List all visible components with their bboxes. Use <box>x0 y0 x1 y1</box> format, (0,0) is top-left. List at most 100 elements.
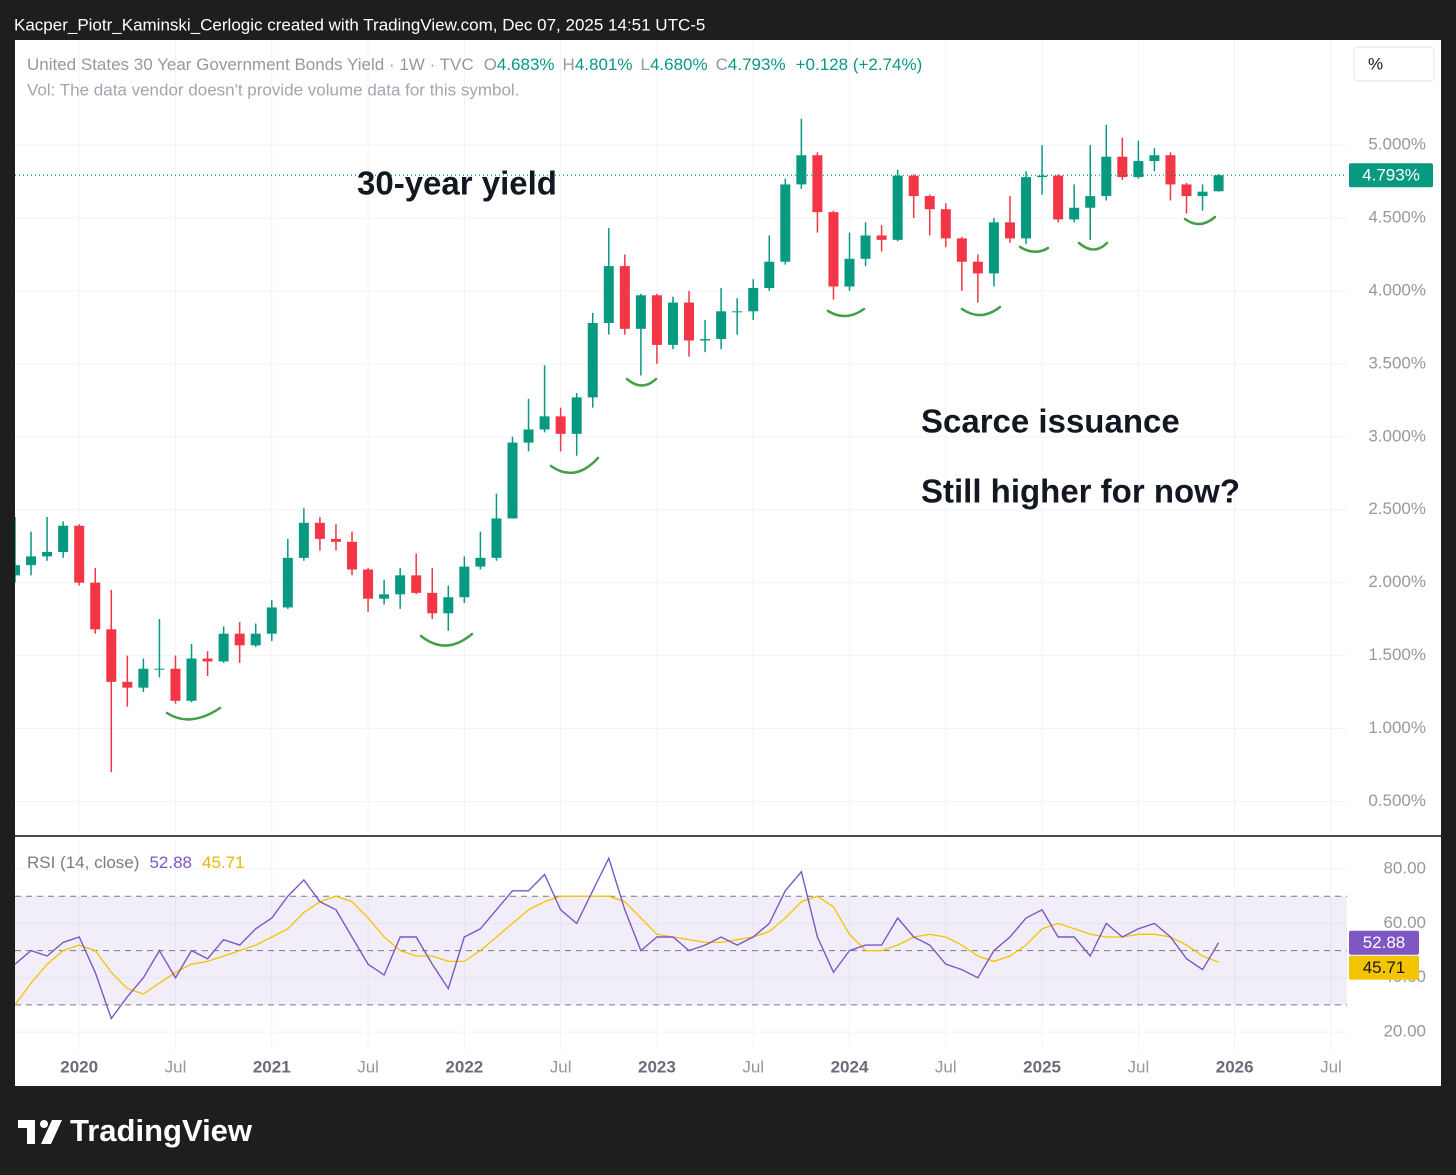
y-tick-label: 60.00 <box>1383 913 1426 932</box>
candle-body <box>379 594 390 599</box>
candle-body <box>732 311 743 313</box>
candle-body <box>266 607 277 634</box>
candle-body <box>1149 155 1160 162</box>
candle-body <box>1117 156 1128 178</box>
candle-body <box>475 557 486 567</box>
candle-body <box>507 442 518 519</box>
candle-body <box>651 295 662 345</box>
candle-body <box>716 311 727 340</box>
x-tick-label: Jul <box>1320 1057 1342 1076</box>
candle-body <box>74 525 85 583</box>
annotation: 30-year yield <box>357 165 557 202</box>
bottom-arc <box>419 632 474 647</box>
ohlc-key: L <box>641 55 650 74</box>
rsi-line <box>15 856 1220 1020</box>
rsi-badge <box>1349 955 1419 980</box>
x-tick-label: 2020 <box>60 1057 98 1076</box>
ohlc-key: C <box>716 55 728 74</box>
candle-body <box>555 416 566 434</box>
candle-body <box>314 522 325 539</box>
candle-body <box>764 261 775 288</box>
candle-body <box>186 658 197 701</box>
candle-body <box>1133 161 1144 178</box>
x-tick-label: Jul <box>1128 1057 1150 1076</box>
candle-body <box>1101 156 1112 197</box>
bottom-arc <box>1183 215 1217 226</box>
y-tick-label: 3.000% <box>1368 426 1426 445</box>
candle-body <box>1213 175 1224 192</box>
candle-body <box>780 184 791 262</box>
price-grid <box>15 40 1347 835</box>
ohlc-value: 4.680% <box>650 55 708 74</box>
scale-button[interactable] <box>1353 46 1435 82</box>
bottom-arc <box>1077 241 1109 251</box>
scale-button-label[interactable]: % <box>1368 54 1383 73</box>
rsi-title: RSI (14, close) <box>27 853 139 872</box>
y-tick-label: 5.000% <box>1368 135 1426 154</box>
bottom-arc <box>1018 245 1050 253</box>
footer-brand: TradingView <box>70 1113 253 1148</box>
footer-logo: TradingView <box>18 1113 253 1148</box>
y-tick-label: 4.500% <box>1368 207 1426 226</box>
logo-mark <box>40 1120 48 1128</box>
candle-body <box>1053 175 1064 220</box>
candle-body <box>748 287 759 312</box>
candle-body <box>106 629 117 682</box>
candle-body <box>908 175 919 197</box>
volume-note: Vol: The data vendor doesn't provide vol… <box>27 80 519 99</box>
candle-body <box>395 575 406 595</box>
candle-body <box>571 397 582 434</box>
candle-body <box>1037 175 1048 178</box>
x-tick-label: 2026 <box>1216 1057 1254 1076</box>
candle-body <box>443 597 454 614</box>
candle-body <box>170 668 181 701</box>
rsi-badge-label: 45.71 <box>1363 958 1406 977</box>
y-tick-label: 20.00 <box>1383 1022 1426 1041</box>
candle-body <box>26 556 37 566</box>
candle-body <box>796 155 807 185</box>
rsi-lines <box>15 856 1347 1020</box>
candle-body <box>812 155 823 213</box>
annotation: Still higher for now? <box>921 473 1240 510</box>
candle-body <box>218 633 229 662</box>
y-tick-label: 80.00 <box>1383 859 1426 878</box>
candle-body <box>138 668 149 688</box>
candle-body <box>363 569 374 599</box>
candle-body <box>972 261 983 274</box>
x-tick-label: 2025 <box>1023 1057 1061 1076</box>
candle-body <box>956 238 967 262</box>
bottom-arc <box>549 456 600 475</box>
candle-body <box>347 541 358 570</box>
ohlc-value: 4.683% <box>497 55 555 74</box>
bottom-arc <box>165 706 222 721</box>
ohlc-key: O <box>484 55 497 74</box>
candle-body <box>1181 184 1192 197</box>
candle-body <box>860 235 871 259</box>
candle-body <box>42 552 53 557</box>
rsi-value: 52.88 <box>149 853 192 872</box>
candle-body <box>603 266 614 323</box>
rsi-badge <box>1349 930 1419 955</box>
candle-body <box>491 518 502 558</box>
candle-body <box>539 416 550 430</box>
candle-body <box>90 582 101 630</box>
x-tick-label: Jul <box>742 1057 764 1076</box>
candle-body <box>667 302 678 345</box>
y-tick-label: 2.000% <box>1368 572 1426 591</box>
rsi-grid <box>15 840 1347 1050</box>
symbol-title: United States 30 Year Government Bonds Y… <box>27 55 474 74</box>
candle-body <box>234 633 245 646</box>
ohlc-value: 4.793% <box>728 55 786 74</box>
x-tick-label: 2022 <box>445 1057 483 1076</box>
candle-body <box>411 575 422 593</box>
bottom-markers <box>165 215 1217 721</box>
ohlc-value: +0.128 (+2.74%) <box>796 55 923 74</box>
candle-body <box>1021 177 1032 239</box>
last-price-label: 4.793% <box>1362 166 1420 185</box>
rsi-legend: RSI (14, close) 52.88 45.71 <box>27 853 245 872</box>
candle-body <box>635 295 646 329</box>
rsi-ma-line <box>15 895 1219 1006</box>
candle-body <box>330 538 341 542</box>
